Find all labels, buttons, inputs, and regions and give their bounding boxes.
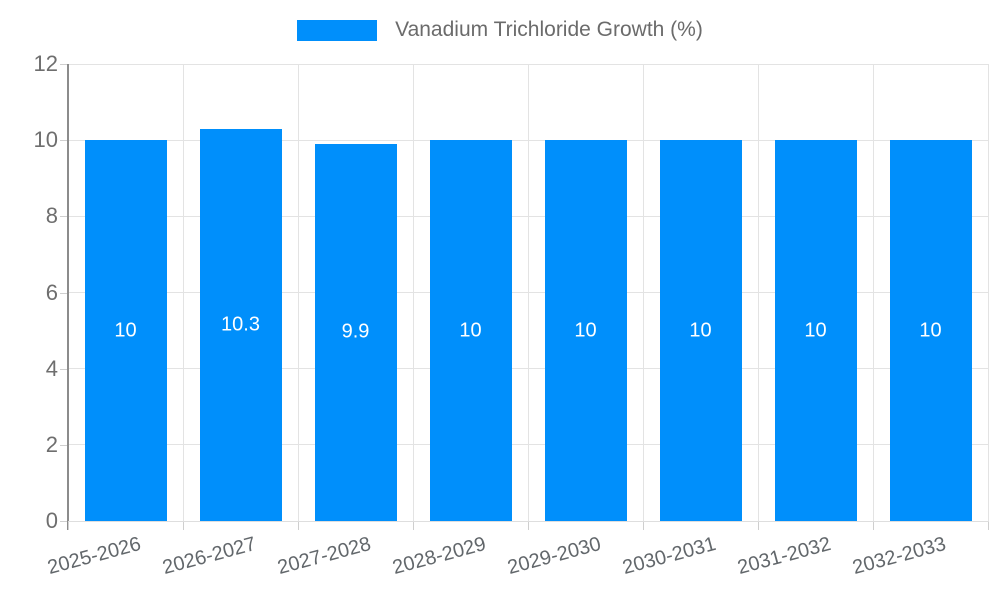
y-axis-label: 8	[45, 203, 58, 229]
gridline-vertical	[297, 64, 299, 521]
bar[interactable]: 10	[774, 140, 857, 521]
bar-value-label: 10	[689, 319, 712, 342]
bar[interactable]: 10	[84, 140, 167, 521]
bar-value-label: 10	[459, 319, 482, 342]
bar[interactable]: 10	[889, 140, 972, 521]
bar[interactable]: 10	[544, 140, 627, 521]
x-axis-tick	[413, 522, 414, 530]
y-axis-label: 6	[45, 279, 58, 305]
x-axis-label: 2031-2032	[735, 533, 834, 580]
bar-value-label: 10	[804, 319, 827, 342]
bar-value-label: 10.3	[221, 313, 260, 336]
legend-swatch	[297, 19, 378, 41]
y-axis-tick	[60, 140, 67, 142]
y-axis-label: 4	[45, 355, 58, 381]
bar-value-label: 10	[574, 319, 597, 342]
x-axis-tick	[528, 522, 529, 530]
gridline-vertical	[527, 64, 529, 521]
bar-value-label: 10	[114, 319, 137, 342]
x-axis-tick	[988, 522, 989, 530]
x-axis-label: 2029-2030	[505, 533, 604, 580]
y-axis-tick	[60, 368, 67, 370]
chart-legend[interactable]: Vanadium Trichloride Growth (%)	[0, 18, 1000, 42]
x-axis-label: 2030-2031	[620, 533, 719, 580]
gridline-vertical	[757, 64, 759, 521]
bar[interactable]: 9.9	[314, 143, 397, 521]
y-axis-label: 10	[33, 127, 58, 153]
bar-value-label: 9.9	[341, 320, 370, 343]
y-axis-label: 0	[45, 508, 58, 533]
y-axis-tick	[60, 521, 67, 522]
x-axis-tick	[873, 522, 874, 530]
x-axis-tick	[758, 522, 759, 530]
plot-area: 10 10.3 9.9 10 10 10 10 10	[68, 63, 989, 522]
gridline-vertical	[872, 64, 874, 521]
y-axis-label: 2	[45, 431, 58, 457]
y-axis-label: 12	[33, 51, 58, 76]
gridline-vertical	[987, 64, 989, 521]
x-axis-tick	[643, 522, 644, 530]
y-axis-line	[67, 64, 69, 530]
x-axis-label: 2026-2027	[160, 533, 259, 580]
x-axis-tick	[183, 522, 184, 530]
y-axis-tick	[60, 64, 67, 65]
bar[interactable]: 10.3	[199, 128, 282, 521]
gridline-vertical	[642, 64, 644, 521]
x-axis-line	[68, 521, 989, 522]
x-axis-label: 2027-2028	[275, 533, 374, 580]
gridline-vertical	[182, 64, 184, 521]
y-axis-tick	[60, 444, 67, 446]
y-axis-tick	[60, 216, 67, 218]
bar[interactable]: 10	[429, 140, 512, 521]
x-axis-label: 2032-2033	[850, 533, 949, 580]
bar-value-label: 10	[919, 319, 942, 342]
x-axis-tick	[298, 522, 299, 530]
x-axis-label: 2028-2029	[390, 533, 489, 580]
gridline-vertical	[412, 64, 414, 521]
x-axis-label: 2025-2026	[45, 533, 144, 580]
legend-label: Vanadium Trichloride Growth (%)	[395, 18, 703, 41]
x-axis-tick	[68, 522, 69, 530]
y-axis-tick	[60, 292, 67, 294]
bar[interactable]: 10	[659, 140, 742, 521]
